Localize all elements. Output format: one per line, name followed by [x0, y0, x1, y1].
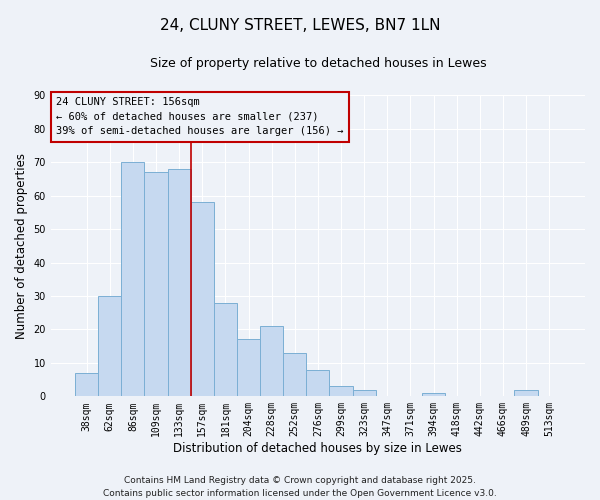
Bar	[121, 162, 145, 396]
Bar	[167, 169, 191, 396]
Bar	[422, 393, 445, 396]
Title: Size of property relative to detached houses in Lewes: Size of property relative to detached ho…	[149, 58, 486, 70]
X-axis label: Distribution of detached houses by size in Lewes: Distribution of detached houses by size …	[173, 442, 463, 455]
Bar	[307, 370, 329, 396]
Bar	[237, 340, 260, 396]
Text: 24, CLUNY STREET, LEWES, BN7 1LN: 24, CLUNY STREET, LEWES, BN7 1LN	[160, 18, 440, 32]
Y-axis label: Number of detached properties: Number of detached properties	[15, 153, 28, 339]
Bar	[145, 172, 167, 396]
Bar	[514, 390, 538, 396]
Bar	[260, 326, 283, 396]
Bar	[214, 302, 237, 396]
Bar	[75, 373, 98, 396]
Bar	[329, 386, 353, 396]
Text: 24 CLUNY STREET: 156sqm
← 60% of detached houses are smaller (237)
39% of semi-d: 24 CLUNY STREET: 156sqm ← 60% of detache…	[56, 97, 344, 136]
Bar	[353, 390, 376, 396]
Bar	[191, 202, 214, 396]
Text: Contains HM Land Registry data © Crown copyright and database right 2025.
Contai: Contains HM Land Registry data © Crown c…	[103, 476, 497, 498]
Bar	[98, 296, 121, 396]
Bar	[283, 353, 307, 397]
